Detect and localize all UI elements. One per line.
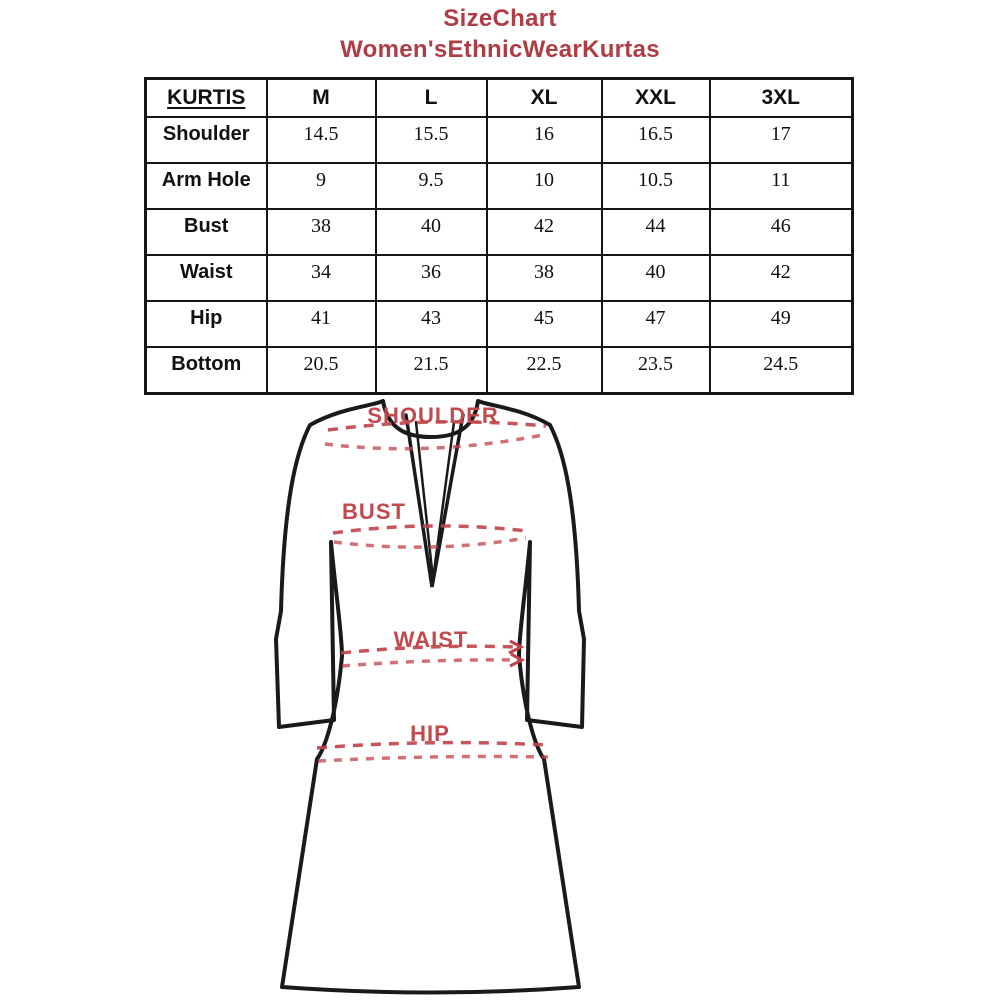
- size-value-cell: 10.5: [600, 162, 711, 210]
- hip-label: HIP: [410, 721, 450, 746]
- row-label-arm-hole: Arm Hole: [144, 162, 268, 210]
- title-line-1: SizeChart: [443, 5, 557, 32]
- hip-dash-line-bottom: [317, 754, 549, 763]
- size-value-cell: 44: [600, 208, 711, 256]
- neck-slit-outer: [404, 413, 465, 588]
- size-value-cell: 49: [708, 300, 854, 348]
- kurtis-label: KURTIS: [167, 86, 246, 109]
- table-row-hip: Hip 41 43 45 47 49: [144, 300, 854, 348]
- waist-label: WAIST: [394, 627, 469, 652]
- size-value-cell: 9: [265, 162, 377, 210]
- table-row-bottom: Bottom 20.5 21.5 22.5 23.5 24.5: [144, 346, 854, 395]
- size-value-cell: 16.5: [600, 116, 711, 164]
- size-value-cell: 14.5: [265, 116, 377, 164]
- size-value-cell: 11: [708, 162, 854, 210]
- size-value-cell: 24.5: [708, 346, 854, 395]
- column-header-size-l: L: [374, 77, 488, 118]
- waist-dash-line-top: [340, 644, 517, 655]
- page-title: SizeChart Women'sEthnicWearKurtas: [0, 3, 1000, 65]
- column-header-size-xxl: XXL: [600, 77, 711, 118]
- row-label-bottom: Bottom: [144, 346, 268, 395]
- size-value-cell: 45: [485, 300, 603, 348]
- column-header-size-xl: XL: [485, 77, 603, 118]
- neck-slit-inner: [414, 420, 456, 580]
- size-value-cell: 34: [265, 254, 377, 302]
- column-header-size-3xl: 3XL: [708, 77, 854, 118]
- shoulder-label: SHOULDER: [367, 403, 498, 428]
- size-value-cell: 20.5: [265, 346, 377, 395]
- size-value-cell: 36: [374, 254, 488, 302]
- size-value-cell: 42: [485, 208, 603, 256]
- size-value-cell: 40: [600, 254, 711, 302]
- size-value-cell: 47: [600, 300, 711, 348]
- column-header-size-m: M: [265, 77, 377, 118]
- size-value-cell: 16: [485, 116, 603, 164]
- bust-dash-line-top: [332, 524, 528, 535]
- table-row-shoulder: Shoulder 14.5 15.5 16 16.5 17: [144, 116, 854, 164]
- row-label-waist: Waist: [144, 254, 268, 302]
- shoulder-dash-line-bottom: [324, 432, 549, 451]
- bust-label: BUST: [342, 499, 406, 524]
- size-value-cell: 15.5: [374, 116, 488, 164]
- size-value-cell: 46: [708, 208, 854, 256]
- size-value-cell: 38: [265, 208, 377, 256]
- size-value-cell: 9.5: [374, 162, 488, 210]
- waist-arrow-icon: [508, 639, 525, 655]
- bust-dash-line-bottom: [333, 536, 527, 549]
- size-value-cell: 23.5: [600, 346, 711, 395]
- size-value-cell: 40: [374, 208, 488, 256]
- size-value-cell: 10: [485, 162, 603, 210]
- size-value-cell: 21.5: [374, 346, 488, 395]
- row-label-shoulder: Shoulder: [144, 116, 268, 164]
- table-header-row: KURTIS M L XL XXL 3XL: [144, 77, 854, 118]
- waist-arrow-icon: [509, 652, 526, 668]
- title-line-2: Women'sEthnicWearKurtas: [340, 36, 660, 63]
- kurta-outline-icon: [274, 399, 586, 995]
- table-row-arm-hole: Arm Hole 9 9.5 10 10.5 11: [144, 162, 854, 210]
- kurta-measurement-diagram: SHOULDER BUST WAIST HIP: [274, 399, 586, 995]
- table-row-bust: Bust 38 40 42 44 46: [144, 208, 854, 256]
- row-label-hip: Hip: [144, 300, 268, 348]
- size-value-cell: 17: [708, 116, 854, 164]
- size-value-cell: 41: [265, 300, 377, 348]
- column-header-kurtis: KURTIS: [144, 77, 268, 118]
- shoulder-dash-line-top: [327, 420, 547, 432]
- size-value-cell: 42: [708, 254, 854, 302]
- row-label-bust: Bust: [144, 208, 268, 256]
- table-row-waist: Waist 34 36 38 40 42: [144, 254, 854, 302]
- size-value-cell: 43: [374, 300, 488, 348]
- size-chart-table: KURTIS M L XL XXL 3XL Shoulder 14.5 15.5…: [144, 77, 854, 395]
- size-value-cell: 38: [485, 254, 603, 302]
- waist-dash-line-bottom: [341, 658, 517, 668]
- hip-dash-line-top: [316, 740, 549, 750]
- size-value-cell: 22.5: [485, 346, 603, 395]
